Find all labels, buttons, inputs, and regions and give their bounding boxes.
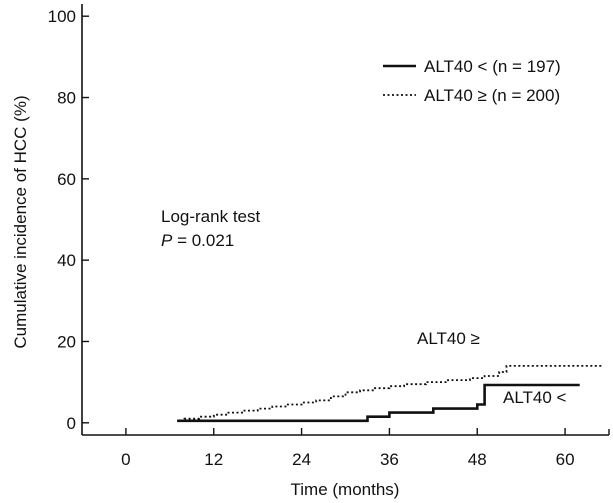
axes — [81, 4, 610, 436]
curve-label-alt40-high: ALT40 ≥ — [417, 329, 480, 348]
x-tick-label: 24 — [292, 450, 311, 469]
pvalue-number: = 0.021 — [172, 231, 234, 250]
y-tick-label: 80 — [57, 89, 76, 108]
pvalue-symbol: P — [161, 231, 173, 250]
x-axis-title: Time (months) — [291, 480, 400, 499]
logrank-pvalue: P = 0.021 — [161, 231, 234, 250]
series-line-alt40-low — [177, 383, 580, 423]
legend: ALT40 < (n = 197) ALT40 ≥ (n = 200) — [383, 57, 561, 105]
series-layer — [177, 365, 602, 423]
logrank-annotation: Log-rank test P = 0.021 — [161, 207, 260, 250]
logrank-title: Log-rank test — [161, 207, 260, 226]
x-tick-label: 12 — [204, 450, 223, 469]
x-tick-label: 48 — [468, 450, 487, 469]
legend-label-alt40-high: ALT40 ≥ (n = 200) — [424, 86, 560, 105]
y-tick-label: 0 — [67, 414, 76, 433]
x-tick-label: 0 — [121, 450, 130, 469]
legend-label-alt40-low: ALT40 < (n = 197) — [424, 57, 561, 76]
y-axis-title: Cumulative incidence of HCC (%) — [11, 95, 30, 348]
y-tick-label: 40 — [57, 251, 76, 270]
y-tick-label: 100 — [48, 7, 76, 26]
x-tick-label: 60 — [556, 450, 575, 469]
curve-label-alt40-low: ALT40 < — [503, 388, 567, 407]
y-tick-label: 60 — [57, 170, 76, 189]
x-ticks: 0 12 24 36 48 60 — [121, 428, 575, 469]
y-tick-label: 20 — [57, 332, 76, 351]
x-tick-label: 36 — [380, 450, 399, 469]
series-line-alt40-high — [177, 365, 602, 422]
y-ticks: 0 20 40 60 80 100 — [48, 7, 89, 433]
